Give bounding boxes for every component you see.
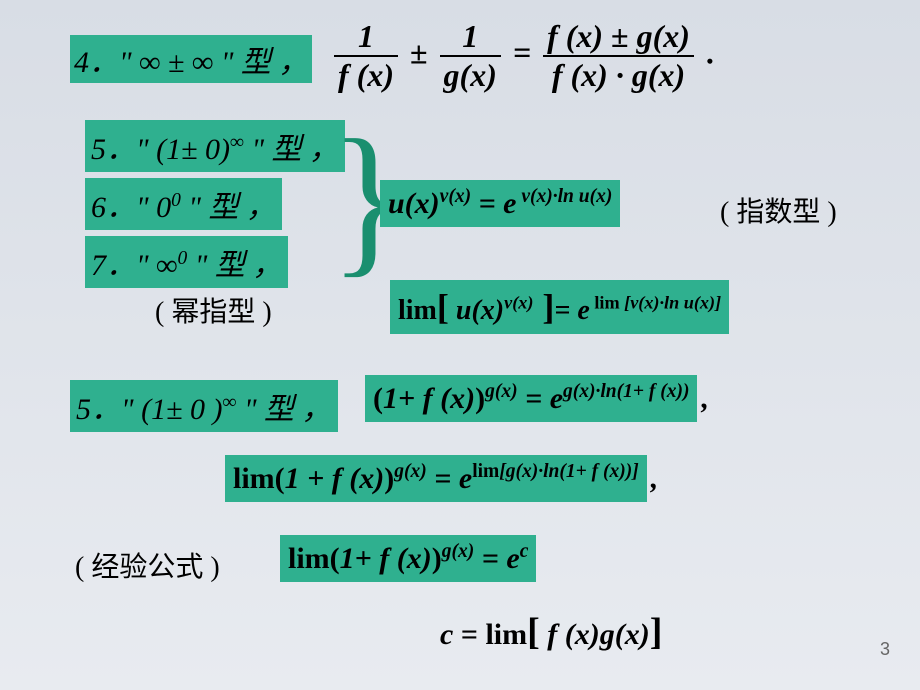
eq: = xyxy=(513,34,531,70)
item6-label: 6．" 00 " 型 ， xyxy=(85,178,282,230)
onefx-formula: (1+ f (x))g(x) = eg(x)·ln(1+ f (x)) xyxy=(365,375,697,422)
exp-type-label: ( 指数型 ) xyxy=(720,190,837,230)
c-definition: c = lim[ f (x)g(x)] xyxy=(440,610,662,654)
page-number: 3 xyxy=(880,639,890,660)
item5b-label: 5．" (1± 0 )∞ " 型 ， xyxy=(70,380,338,432)
uv-formula: u(x)v(x) = e v(x)·ln u(x) xyxy=(380,180,620,227)
frac3-den: f (x) · g(x) xyxy=(543,57,694,94)
item7-label: 7．" ∞0 " 型 ， xyxy=(85,236,288,288)
empirical-label: ( 经验公式 ) xyxy=(75,545,220,585)
lim-uv-formula: lim[ u(x)v(x) ]= e lim [v(x)·ln u(x)] xyxy=(390,280,729,334)
frac2-num: 1 xyxy=(440,18,501,57)
frac3-num: f (x) ± g(x) xyxy=(543,18,694,57)
period: . xyxy=(706,34,714,70)
item4-label: 4．" ∞ ± ∞ " 型 ， xyxy=(70,35,312,83)
frac1-num: 1 xyxy=(334,18,398,57)
item4-equation: 1 f (x) ± 1 g(x) = f (x) ± g(x) f (x) · … xyxy=(330,18,714,94)
lim-onefx-formula: lim(1 + f (x))g(x) = elim[g(x)·ln(1+ f (… xyxy=(225,455,647,502)
power-type-label: ( 幂指型 ) xyxy=(155,290,272,330)
frac2-den: g(x) xyxy=(440,57,501,94)
comma1: , xyxy=(701,382,709,415)
item5-label: 5．" (1± 0)∞ " 型 ， xyxy=(85,120,345,172)
comma2: , xyxy=(651,462,659,495)
frac1-den: f (x) xyxy=(334,57,398,94)
pm: ± xyxy=(410,34,428,70)
empirical-formula: lim(1+ f (x))g(x) = ec xyxy=(280,535,536,582)
